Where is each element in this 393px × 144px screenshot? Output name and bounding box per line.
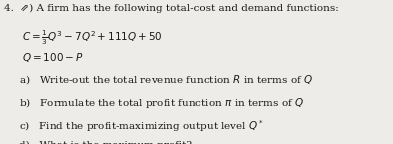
- Text: 4.  ⇗) A firm has the following total-cost and demand functions:: 4. ⇗) A firm has the following total-cos…: [4, 4, 339, 13]
- Text: c)   Find the profit-maximizing output level $Q^*$: c) Find the profit-maximizing output lev…: [19, 118, 264, 134]
- Text: b)   Formulate the total profit function $\pi$ in terms of $Q$: b) Formulate the total profit function $…: [19, 96, 304, 110]
- Text: $C = \frac{1}{3}Q^3 - 7Q^2 + 111Q + 50$: $C = \frac{1}{3}Q^3 - 7Q^2 + 111Q + 50$: [22, 29, 162, 47]
- Text: $Q = 100 - P$: $Q = 100 - P$: [22, 51, 83, 64]
- Text: d)   What is the maximum profit?: d) What is the maximum profit?: [19, 140, 192, 144]
- Text: a)   Write-out the total revenue function $R$ in terms of $Q$: a) Write-out the total revenue function …: [19, 73, 313, 86]
